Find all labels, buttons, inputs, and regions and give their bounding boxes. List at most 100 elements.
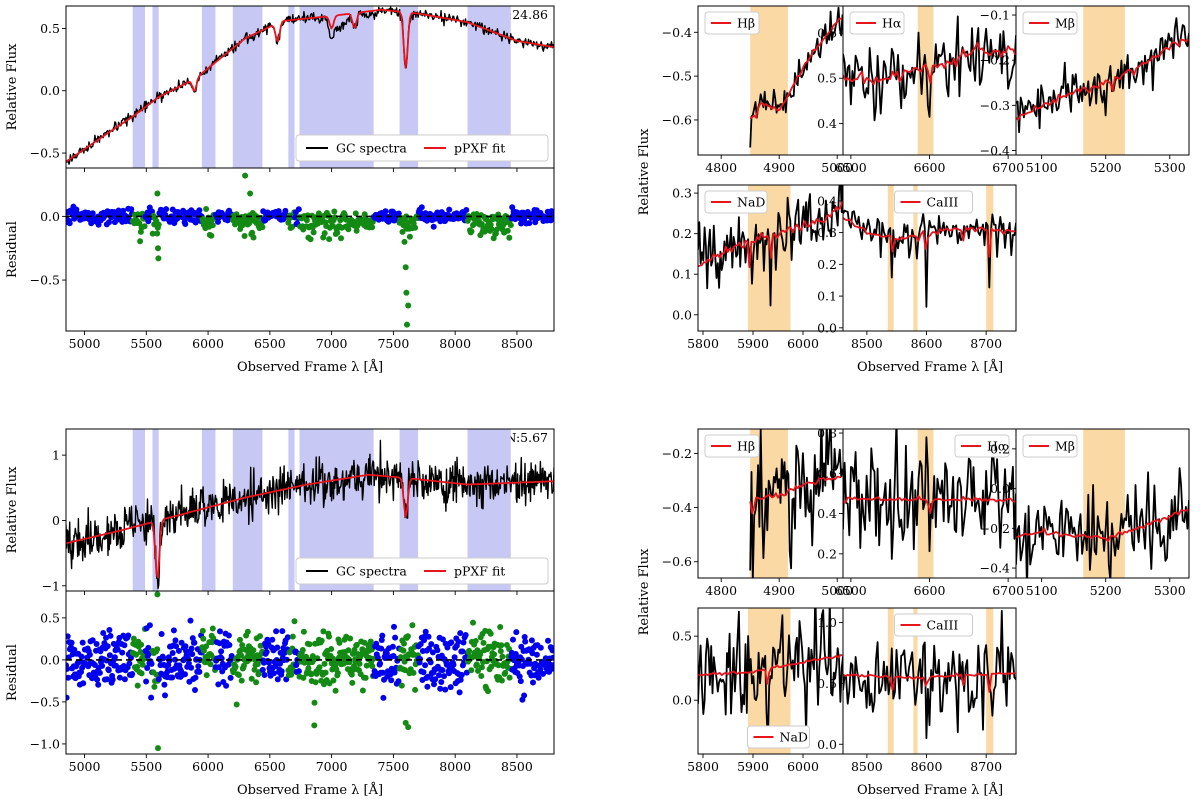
residual-point-masked — [239, 642, 246, 649]
y-tick-label: −0.4 — [662, 25, 692, 40]
residual-point — [161, 681, 168, 688]
ppxf-fit-line — [749, 17, 842, 120]
top-hbeta-panel: 4800 4900 5000 −0.6 −0.5 −0.4 Hβ — [662, 5, 853, 175]
legend-box — [704, 434, 760, 458]
y-tick-label: −0.2 — [980, 521, 1010, 536]
y-tick-label: 0.4 — [817, 506, 837, 521]
bottom-zoom-xlabel: Observed Frame λ [Å] — [857, 782, 1003, 798]
masked-region — [288, 6, 295, 168]
residual-point — [278, 668, 285, 675]
residual-point-masked — [237, 647, 244, 654]
y-tick-label: 0.8 — [817, 426, 837, 441]
top-zoom-xlabel: Observed Frame λ [Å] — [857, 359, 1003, 375]
y-axis-label: Relative Flux — [5, 466, 20, 553]
residual-point-masked — [336, 639, 343, 646]
y-tick-label: 0.3 — [817, 225, 837, 240]
residual-point — [549, 647, 554, 654]
residual-point-masked — [349, 679, 356, 686]
residual-point — [521, 692, 528, 699]
residual-point-masked — [478, 664, 485, 671]
residual-point — [111, 654, 118, 661]
residual-point-masked — [241, 233, 248, 239]
residual-point — [129, 671, 136, 677]
legend-box — [295, 134, 549, 162]
residual-point-masked — [468, 228, 475, 235]
residual-point — [530, 679, 536, 686]
residual-point-masked — [507, 222, 514, 229]
legend-box — [954, 434, 1010, 458]
residual-point — [89, 637, 96, 644]
residual-point — [226, 642, 233, 648]
bottom-mbeta-panel: 5100 5200 5300 −0.4 −0.2 0.0 0.2 Mβ — [980, 428, 1190, 598]
residual-point — [270, 670, 277, 677]
residual-point — [113, 662, 119, 669]
residual-point — [448, 639, 455, 646]
feature-band — [917, 6, 934, 155]
residual-point — [107, 632, 114, 639]
gc-spectrum-line — [843, 15, 1016, 122]
residual-point — [441, 673, 447, 680]
residual-point-masked — [133, 651, 139, 658]
residual-point-masked — [333, 659, 340, 666]
x-tick-label: 6000 — [192, 336, 224, 351]
residual-point-masked — [155, 221, 162, 228]
residual-point — [422, 628, 429, 635]
residual-point-masked — [203, 672, 210, 679]
residual-point-masked — [330, 677, 337, 684]
y-tick-label: −0.5 — [662, 69, 692, 84]
residual-point-masked — [308, 671, 315, 678]
y-tick-label: 0.0 — [990, 481, 1010, 496]
residual-point — [430, 223, 437, 230]
ppxf-fit-line — [843, 495, 1016, 514]
residual-point — [94, 676, 101, 683]
residual-point-masked — [208, 232, 215, 239]
gc-spectrum-line — [1016, 17, 1189, 134]
y-tick-label: −0.3 — [980, 98, 1010, 113]
residual-point-masked — [235, 672, 242, 678]
residual-point — [66, 674, 72, 681]
residual-outlier — [154, 591, 161, 598]
residual-point — [447, 684, 454, 691]
residual-point-masked — [468, 667, 475, 674]
legend-label-fit: pPXF fit — [454, 141, 505, 156]
residual-point — [104, 676, 111, 683]
y-tick-label: 0.5 — [672, 629, 692, 644]
residual-point — [89, 210, 96, 217]
residual-point-masked — [506, 674, 513, 681]
residual-point — [272, 663, 279, 670]
panel-frame — [65, 167, 555, 332]
panel-frame — [842, 184, 1017, 332]
residual-point-masked — [300, 628, 307, 635]
residual-point-masked — [139, 661, 146, 668]
residual-point-masked — [289, 633, 296, 640]
top-residual-panel: 5000 5500 6000 6500 7000 7500 8000 8500 −0.5 0.0 R… — [5, 167, 555, 375]
residual-point — [116, 674, 123, 681]
residual-point-masked — [332, 214, 339, 221]
residual-point-masked — [313, 670, 320, 677]
residual-point — [434, 647, 441, 654]
residual-point-masked — [137, 238, 144, 245]
legend-label: Mβ — [1055, 439, 1075, 454]
residual-point — [80, 680, 87, 687]
residual-point — [163, 206, 170, 213]
x-tick-label: 6500 — [835, 160, 867, 175]
x-tick-label: 7500 — [377, 336, 409, 351]
y-tick-label: 0.3 — [672, 186, 692, 201]
residual-point-masked — [203, 206, 210, 212]
residual-point-masked — [328, 646, 335, 652]
residual-point — [380, 694, 387, 701]
x-tick-label: 5100 — [1026, 160, 1058, 175]
residual-point — [432, 676, 439, 683]
x-tick-label: 4900 — [763, 160, 795, 175]
residual-point — [457, 630, 464, 637]
y-tick-label: 0.6 — [817, 26, 837, 41]
residual-point-masked — [244, 628, 251, 635]
y-tick-label: −0.5 — [30, 273, 60, 288]
residual-point — [273, 628, 280, 635]
residual-point-masked — [499, 653, 506, 660]
x-tick-label: 8600 — [911, 336, 943, 351]
legend-label: Mβ — [1055, 16, 1075, 31]
residual-point-masked — [251, 666, 258, 673]
residual-point — [392, 634, 399, 641]
